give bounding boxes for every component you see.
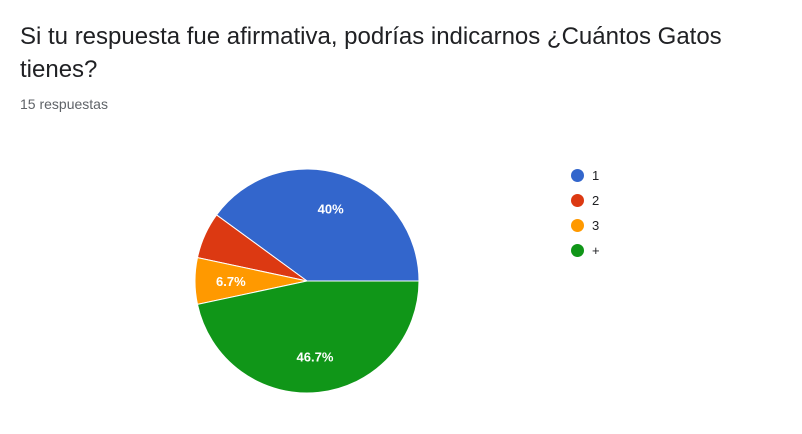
pie-slice-3[interactable] xyxy=(196,280,420,394)
pie-slice-0[interactable] xyxy=(215,168,420,282)
legend-item[interactable]: 1 xyxy=(571,165,600,185)
slice-label-2: 6.7% xyxy=(216,274,246,289)
legend-label: 3 xyxy=(592,217,600,233)
pie-slices xyxy=(194,168,420,394)
legend-label: 2 xyxy=(592,192,600,208)
chart-legend: 1 2 3 + xyxy=(571,165,600,265)
legend-swatch xyxy=(571,218,584,232)
response-count: 15 respuestas xyxy=(20,96,108,112)
legend-item[interactable]: 3 xyxy=(571,215,600,235)
legend-label: + xyxy=(592,242,600,258)
pie-labels: 40% 6.7% 46.7% xyxy=(216,202,344,365)
slice-label-3: 46.7% xyxy=(297,350,334,365)
legend-item[interactable]: + xyxy=(571,240,600,260)
legend-swatch xyxy=(571,243,584,257)
legend-item[interactable]: 2 xyxy=(571,190,600,210)
legend-swatch xyxy=(571,193,584,207)
legend-swatch xyxy=(571,168,584,182)
question-title: Si tu respuesta fue afirmativa, podrías … xyxy=(20,23,722,83)
legend-label: 1 xyxy=(592,167,600,183)
slice-label-0: 40% xyxy=(318,202,344,217)
